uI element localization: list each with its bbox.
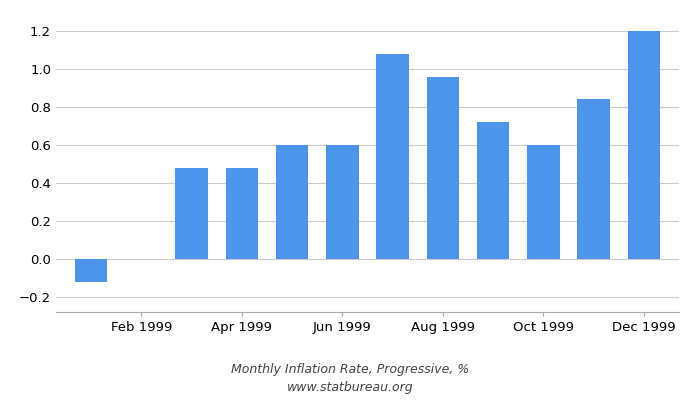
Bar <box>75 259 108 282</box>
Bar <box>225 168 258 259</box>
Bar <box>627 31 660 259</box>
Text: Monthly Inflation Rate, Progressive, %: Monthly Inflation Rate, Progressive, % <box>231 364 469 376</box>
Bar <box>377 54 409 259</box>
Bar <box>477 122 510 259</box>
Bar <box>175 168 208 259</box>
Bar <box>527 145 560 259</box>
Text: www.statbureau.org: www.statbureau.org <box>287 382 413 394</box>
Bar <box>326 145 358 259</box>
Bar <box>578 100 610 259</box>
Bar <box>426 77 459 259</box>
Bar <box>276 145 309 259</box>
